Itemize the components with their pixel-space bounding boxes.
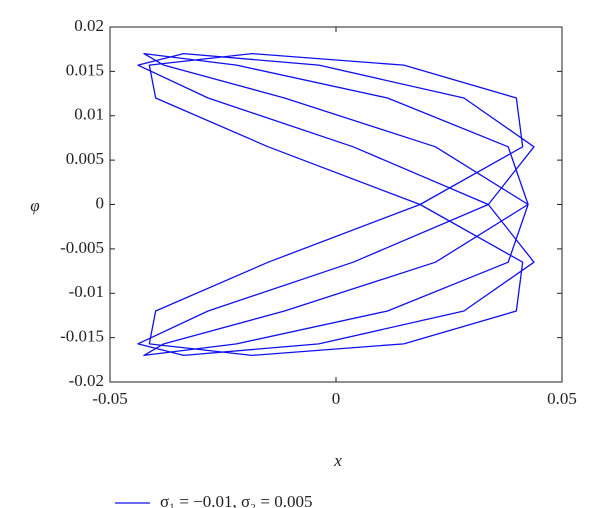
plot-frame — [109, 26, 563, 383]
y-tick-label: 0 — [96, 193, 105, 212]
y-tick-label: -0.005 — [60, 238, 104, 257]
y-tick-label: -0.01 — [69, 282, 104, 301]
x-axis-label: x — [333, 451, 342, 470]
y-axis-label: φ — [30, 196, 39, 215]
y-tick-label: 0.005 — [66, 149, 104, 168]
y-tick-label: -0.015 — [60, 327, 104, 346]
x-tick-label: -0.05 — [92, 389, 127, 408]
legend-label: σ₁ = −0.01, σ₂ = 0.005 — [160, 492, 312, 508]
y-tick-label: -0.02 — [69, 371, 104, 390]
y-tick-label: 0.01 — [74, 105, 104, 124]
y-tick-label: 0.015 — [66, 60, 104, 79]
data-line — [137, 52, 535, 357]
y-tick-label: 0.02 — [74, 16, 104, 35]
x-tick-label: 0.05 — [547, 389, 577, 408]
x-tick-label: 0 — [332, 389, 341, 408]
